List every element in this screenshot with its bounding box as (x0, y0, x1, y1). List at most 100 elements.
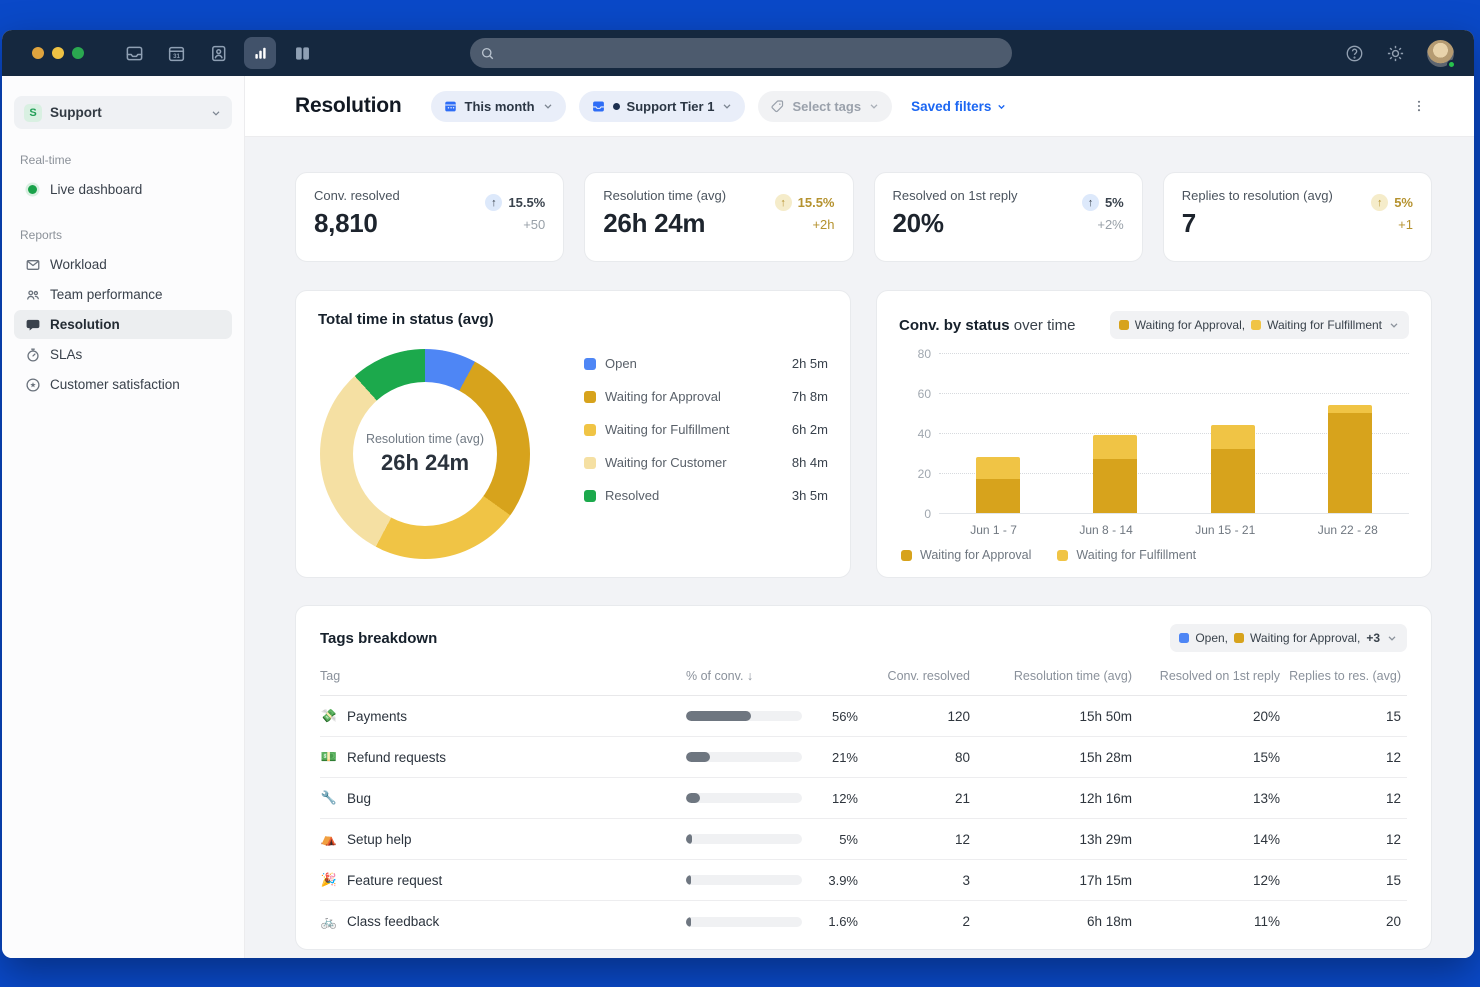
legend-label: Waiting for Fulfillment (1076, 548, 1196, 562)
kpi-delta: ↑15.5%+2h (775, 194, 835, 232)
help-icon[interactable] (1345, 44, 1364, 63)
table-row-class-feedback[interactable]: 🚲Class feedback1.6%26h 18m11%20 (320, 901, 1407, 942)
resolved-first-reply-cell: 11% (1132, 914, 1280, 929)
progress-fill (686, 834, 692, 844)
tag-emoji: 💵 (320, 749, 338, 765)
filter-chip-label: Select tags (792, 99, 861, 114)
status-filter-dropdown[interactable]: Waiting for Approval,Waiting for Fulfill… (1110, 311, 1409, 339)
table-row-refund-requests[interactable]: 💵Refund requests21%8015h 28m15%12 (320, 737, 1407, 778)
bar-segment (976, 457, 1020, 479)
tag-name: Feature request (347, 873, 442, 888)
bar-segment (1093, 435, 1137, 459)
legend-item: Waiting for Approval7h 8m (584, 380, 828, 413)
x-axis-label: Jun 8 - 14 (1079, 523, 1132, 537)
more-options-kebab-icon[interactable] (1408, 95, 1430, 117)
tag-emoji: ⛺ (320, 831, 338, 847)
arrow-up-icon: ↑ (485, 194, 502, 211)
table-row-bug[interactable]: 🔧Bug12%2112h 16m13%12 (320, 778, 1407, 819)
filter-chip-support-tier-1[interactable]: Support Tier 1 (579, 91, 746, 122)
zoom-button[interactable] (72, 47, 84, 59)
tag-emoji: 🔧 (320, 790, 338, 806)
bar-chart-legend: Waiting for Approval Waiting for Fulfillm… (901, 548, 1196, 562)
conv-by-status-card: Conv. by status over time Waiting for Ap… (876, 290, 1432, 578)
percent-label: 1.6% (820, 914, 859, 929)
bar-segment (1328, 405, 1372, 413)
sidebar-item-label: Workload (50, 257, 107, 272)
percent-cell: 12% (686, 791, 858, 806)
legend-swatch (584, 391, 596, 403)
inbox-icon[interactable] (118, 37, 150, 69)
main-area: Resolution This monthSupport Tier 1Selec… (245, 76, 1474, 958)
minimize-button[interactable] (52, 47, 64, 59)
chevron-down-icon (542, 100, 554, 112)
close-button[interactable] (32, 47, 44, 59)
saved-filters-button[interactable]: Saved filters (911, 99, 1007, 114)
tag-cell: 💸Payments (320, 708, 686, 724)
bar-segment (1093, 459, 1137, 513)
kpi-delta-percent: ↑5% (1371, 194, 1413, 211)
search-icon (480, 46, 495, 61)
tags-status-filter-dropdown[interactable]: Open,Waiting for Approval,+3 (1170, 624, 1407, 652)
online-status-dot (1447, 60, 1456, 69)
bar-segment (1328, 413, 1372, 513)
contacts-icon[interactable] (202, 37, 234, 69)
sidebar-item-workload[interactable]: Workload (14, 250, 232, 279)
titlebar-app-icons: 31 (118, 37, 318, 69)
chat-icon (24, 316, 41, 333)
gear-icon[interactable] (1386, 44, 1405, 63)
tag-name: Setup help (347, 832, 412, 847)
replies-to-res-cell: 20 (1280, 914, 1401, 929)
percent-label: 56% (820, 709, 859, 724)
progress-track (686, 793, 802, 803)
filter-chip-this-month[interactable]: This month (431, 91, 566, 122)
arrow-up-icon: ↑ (1082, 194, 1099, 211)
resolution-time-cell: 17h 15m (970, 873, 1132, 888)
arrow-up-icon: ↑ (775, 194, 792, 211)
calendar-icon[interactable]: 31 (160, 37, 192, 69)
legend-label: Resolved (605, 488, 792, 503)
tags-breakdown-card: Tags breakdown Open,Waiting for Approval… (295, 605, 1432, 950)
total-time-in-status-card: Total time in status (avg) Resolution ti… (295, 290, 851, 578)
replies-to-res-cell: 12 (1280, 791, 1401, 806)
table-row-setup-help[interactable]: ⛺Setup help5%1213h 29m14%12 (320, 819, 1407, 860)
tag-name: Payments (347, 709, 407, 724)
legend-item: Waiting for Customer8h 4m (584, 446, 828, 479)
resolved-first-reply-cell: 15% (1132, 750, 1280, 765)
sidebar-item-slas[interactable]: SLAs (14, 340, 232, 369)
conv-resolved-cell: 80 (858, 750, 970, 765)
column-header-4: Resolved on 1st reply (1132, 669, 1280, 683)
legend-item: Resolved3h 5m (584, 479, 828, 512)
y-axis-tick: 80 (903, 347, 931, 361)
donut-chart-title: Total time in status (avg) (318, 311, 828, 328)
replies-to-res-cell: 15 (1280, 709, 1401, 724)
bar-stack-jun-15-21 (1211, 425, 1255, 513)
filter-chip-select-tags[interactable]: Select tags (758, 91, 892, 122)
envelope-icon (24, 256, 41, 273)
legend-label: Waiting for Fulfillment (605, 422, 792, 437)
sidebar-item-team-performance[interactable]: Team performance (14, 280, 232, 309)
bar-chart-title: Conv. by status over time (899, 317, 1075, 334)
chevron-down-icon (210, 107, 222, 119)
reports-icon[interactable] (244, 37, 276, 69)
column-header-0: Tag (320, 669, 686, 683)
avatar[interactable] (1427, 40, 1454, 67)
global-search-input[interactable] (470, 38, 1012, 68)
book-icon[interactable] (286, 37, 318, 69)
table-row-feature-request[interactable]: 🎉Feature request3.9%317h 15m12%15 (320, 860, 1407, 901)
legend-item: Waiting for Approval (901, 548, 1031, 562)
legend-swatch (1179, 633, 1189, 643)
column-header-1[interactable]: % of conv. ↓ (686, 669, 858, 683)
percent-label: 21% (820, 750, 859, 765)
sidebar-item-live-dashboard[interactable]: Live dashboard (14, 175, 232, 204)
tag-cell: 🎉Feature request (320, 872, 686, 888)
table-row-payments[interactable]: 💸Payments56%12015h 50m20%15 (320, 696, 1407, 737)
workspace-selector[interactable]: S Support (14, 96, 232, 129)
app-window: 31 S Support Real-timeLive dashboardRepo… (2, 30, 1474, 958)
legend-swatch (584, 490, 596, 502)
legend-swatch (1119, 320, 1129, 330)
conv-resolved-cell: 21 (858, 791, 970, 806)
tag-icon (770, 99, 785, 114)
sidebar-section-label: Real-time (20, 153, 226, 167)
sidebar-item-customer-satisfaction[interactable]: Customer satisfaction (14, 370, 232, 399)
sidebar-item-resolution[interactable]: Resolution (14, 310, 232, 339)
